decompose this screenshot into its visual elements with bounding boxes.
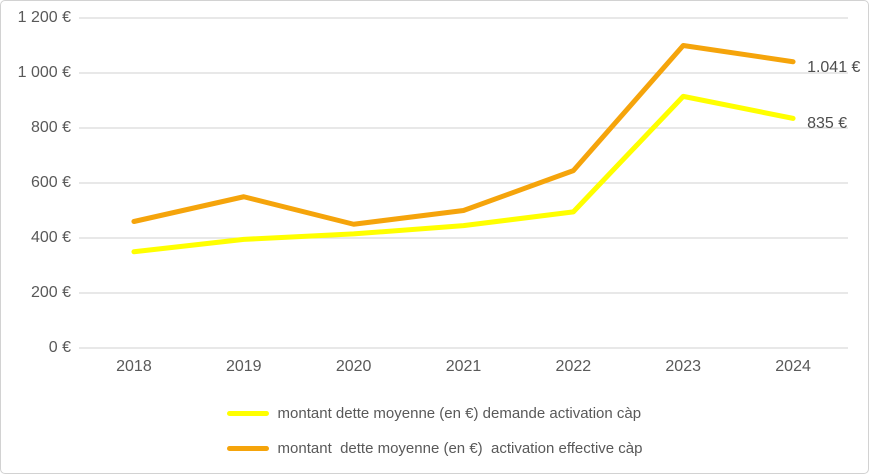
y-axis-tick: 0 €: [48, 339, 71, 356]
legend-label: montant dette moyenne (en €) demande act…: [277, 404, 642, 422]
y-axis-tick: 1 200 €: [17, 9, 71, 26]
data-label-activation-effective: 1.041 €: [807, 58, 861, 76]
y-axis-tick: 600 €: [30, 174, 71, 191]
x-axis-tick: 2024: [775, 358, 811, 375]
legend-line-swatch-orange: [226, 445, 269, 451]
legend-line-swatch-yellow: [226, 410, 269, 416]
x-axis-tick: 2023: [665, 358, 701, 375]
series-line-demande-activation: [131, 93, 796, 255]
y-axis-tick: 200 €: [30, 284, 71, 301]
legend-label: montant dette moyenne (en €) activation …: [277, 439, 643, 457]
y-axis-tick: 400 €: [30, 229, 71, 246]
y-axis-tick: 1 000 €: [17, 64, 71, 81]
x-axis-tick: 2019: [225, 358, 262, 375]
x-axis-tick: 2020: [335, 358, 372, 375]
legend-item-activation-effective: montant dette moyenne (en €) activation …: [226, 436, 643, 460]
series-line-activation-effective: [131, 43, 796, 227]
gridlines: [79, 17, 848, 349]
x-axis-tick: 2022: [555, 358, 592, 375]
x-axis-tick: 2021: [445, 358, 482, 375]
x-axis-tick: 2018: [116, 358, 152, 375]
legend-item-demande-activation: montant dette moyenne (en €) demande act…: [226, 401, 642, 425]
legend: montant dette moyenne (en €) demande act…: [1, 401, 868, 471]
y-axis-tick: 800 €: [30, 119, 71, 136]
data-label-demande-activation: 835 €: [807, 115, 848, 133]
